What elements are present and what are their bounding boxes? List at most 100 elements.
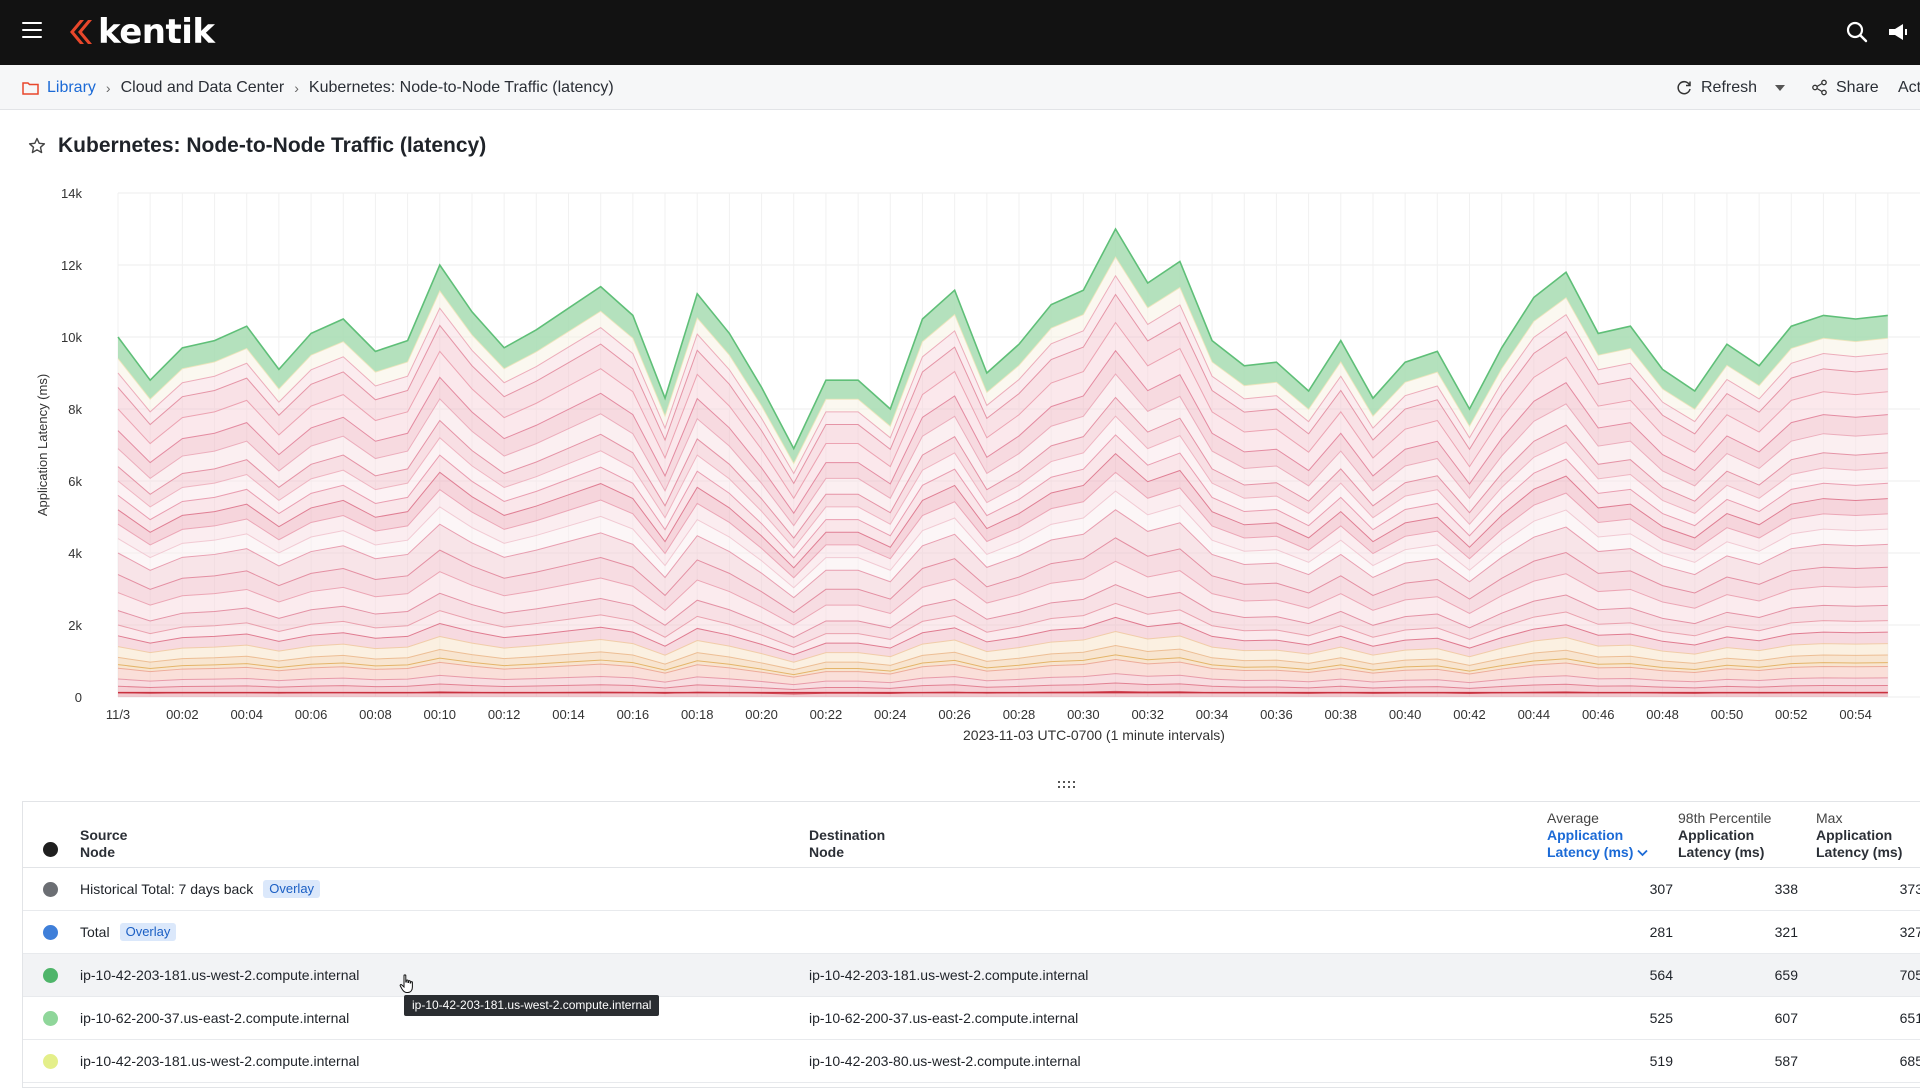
p98-latency-cell: 659: [1774, 967, 1798, 983]
y-axis-label: Application Latency (ms): [35, 374, 50, 516]
series-line: [117, 659, 1888, 678]
x-tick-label: 00:36: [1260, 707, 1293, 722]
overlay-badge: Overlay: [119, 923, 177, 942]
source-node-cell[interactable]: ip-10-42-203-181.us-west-2.compute.inter…: [80, 1053, 360, 1069]
max-latency-cell: 651: [1899, 1010, 1920, 1026]
share-icon: [1812, 79, 1827, 96]
x-tick-label: 00:28: [1003, 707, 1036, 722]
breadcrumb-current: Kubernetes: Node-to-Node Traffic (latenc…: [308, 78, 614, 96]
series-line: [117, 630, 1888, 663]
column-98th-percentile-latency[interactable]: 98th Percentile Application Latency (ms): [1678, 810, 1772, 860]
column-average-latency[interactable]: Average Application Latency (ms): [1547, 810, 1648, 861]
series-line: [117, 682, 1888, 691]
refresh-dropdown-caret[interactable]: [1774, 65, 1786, 110]
destination-node-cell[interactable]: ip-10-62-200-37.us-east-2.compute.intern…: [809, 1010, 1079, 1026]
series-area: [118, 537, 1888, 625]
x-tick-label: 00:16: [617, 707, 650, 722]
destination-node-cell[interactable]: ip-10-42-203-181.us-west-2.compute.inter…: [809, 967, 1089, 983]
refresh-icon: [1677, 80, 1691, 94]
y-tick-label: 4k: [68, 546, 82, 561]
source-node-cell[interactable]: ip-10-62-200-37.us-east-2.compute.intern…: [80, 1010, 350, 1026]
y-tick-label: 0: [75, 690, 82, 705]
refresh-label: Refresh: [1701, 78, 1758, 96]
kentik-chevron-icon: [70, 20, 92, 44]
x-axis-label: 2023-11-03 UTC-0700 (1 minute intervals): [963, 727, 1225, 743]
folder-icon: [22, 81, 39, 95]
x-tick-label: 00:02: [166, 707, 199, 722]
x-tick-label: 00:30: [1067, 707, 1100, 722]
series-area: [118, 673, 1888, 690]
breadcrumb: Library › Cloud and Data Center › Kubern…: [22, 65, 614, 110]
p98-latency-cell: 321: [1774, 924, 1798, 940]
series-line: [117, 471, 1888, 579]
series-color-dot[interactable]: [43, 1054, 58, 1069]
x-tick-label: 00:04: [230, 707, 263, 722]
series-line: [117, 321, 1888, 500]
breadcrumb-library-link[interactable]: Library: [47, 78, 96, 96]
series-color-dot[interactable]: [43, 1011, 58, 1026]
breadcrumb-bar: Library › Cloud and Data Center › Kubern…: [0, 65, 1920, 110]
series-line: [117, 490, 1888, 589]
x-tick-label: 00:44: [1518, 707, 1551, 722]
x-tick-label: 00:08: [359, 707, 392, 722]
avg-latency-cell: 281: [1649, 924, 1673, 940]
avg-latency-cell: 307: [1649, 881, 1673, 897]
series-line: [117, 293, 1888, 485]
source-node-cell[interactable]: ip-10-42-203-181.us-west-2.compute.inter…: [80, 967, 360, 983]
column-source-node[interactable]: Source Node: [80, 827, 128, 860]
series-line: [117, 415, 1888, 549]
series-line: [117, 373, 1888, 527]
series-color-dot[interactable]: [43, 882, 58, 897]
series-line: [117, 256, 1888, 465]
search-icon[interactable]: [1845, 20, 1869, 44]
refresh-button[interactable]: Refresh: [1675, 65, 1757, 110]
column-destination-node[interactable]: Destination Node: [809, 827, 886, 860]
x-tick-label: 00:48: [1646, 707, 1679, 722]
x-tick-label: 00:32: [1131, 707, 1164, 722]
x-tick-label: 00:38: [1325, 707, 1358, 722]
x-tick-label: 00:50: [1711, 707, 1744, 722]
x-tick-label: 00:18: [681, 707, 714, 722]
x-tick-label: 00:20: [745, 707, 778, 722]
max-latency-cell: 685: [1899, 1053, 1920, 1069]
series-line: [117, 673, 1888, 686]
x-tick-label: 00:42: [1453, 707, 1486, 722]
series-line: [117, 584, 1888, 638]
series-line: [117, 434, 1888, 559]
table-row[interactable]: ip-10-62-200-37.us-east-2.compute.intern…: [23, 997, 1920, 1040]
max-latency-cell: 705: [1899, 967, 1920, 983]
actions-button[interactable]: Act: [1898, 65, 1920, 110]
y-tick-label: 14k: [61, 186, 82, 201]
results-table: Source Node Destination Node Average Appli…: [22, 801, 1920, 1088]
panel-resize-handle-icon[interactable]: [1057, 780, 1077, 790]
table-row[interactable]: Total Overlay 281 321 327: [23, 911, 1920, 954]
caret-down-icon: [1775, 84, 1785, 91]
latency-chart[interactable]: 0 2k 4k 6k 8k 10k 12k 14k 11/3 00:02 00:04 00:06 00…: [0, 175, 1920, 750]
top-bar: kentik: [0, 0, 1920, 65]
kentik-logo[interactable]: kentik: [66, 12, 215, 52]
table-row[interactable]: Historical Total: 7 days back Overlay 307…: [23, 868, 1920, 911]
x-tick-label: 00:06: [295, 707, 328, 722]
series-color-dot[interactable]: [43, 968, 58, 983]
p98-latency-cell: 338: [1774, 881, 1798, 897]
announcement-icon[interactable]: [1886, 20, 1910, 44]
breadcrumb-category-link[interactable]: Cloud and Data Center: [120, 78, 285, 96]
y-tick-label: 12k: [61, 258, 82, 273]
share-button[interactable]: Share: [1811, 65, 1879, 110]
destination-node-cell[interactable]: ip-10-42-203-80.us-west-2.compute.intern…: [809, 1053, 1081, 1069]
hamburger-menu-icon[interactable]: [22, 22, 42, 38]
series-line: [117, 537, 1888, 614]
select-all-dot[interactable]: [43, 842, 58, 857]
series-area: [118, 509, 1888, 613]
page-title: Kubernetes: Node-to-Node Traffic (latenc…: [58, 134, 487, 157]
x-axis-ticks: 11/3 00:02 00:04 00:06 00:08 00:10 00:12 00:14 0…: [106, 707, 1872, 722]
series-line: [117, 645, 1888, 671]
column-max-latency[interactable]: Max Application Latency (ms): [1816, 810, 1903, 860]
star-icon[interactable]: [28, 137, 46, 155]
series-color-dot[interactable]: [43, 925, 58, 940]
series-area: [118, 659, 1888, 685]
series-area: [118, 645, 1888, 678]
table-row[interactable]: ip-10-42-203-181.us-west-2.compute.inter…: [23, 1040, 1920, 1083]
table-row[interactable]: ip-10-42-203-181.us-west-2.compute.inter…: [23, 954, 1920, 997]
series-line: [117, 560, 1888, 626]
